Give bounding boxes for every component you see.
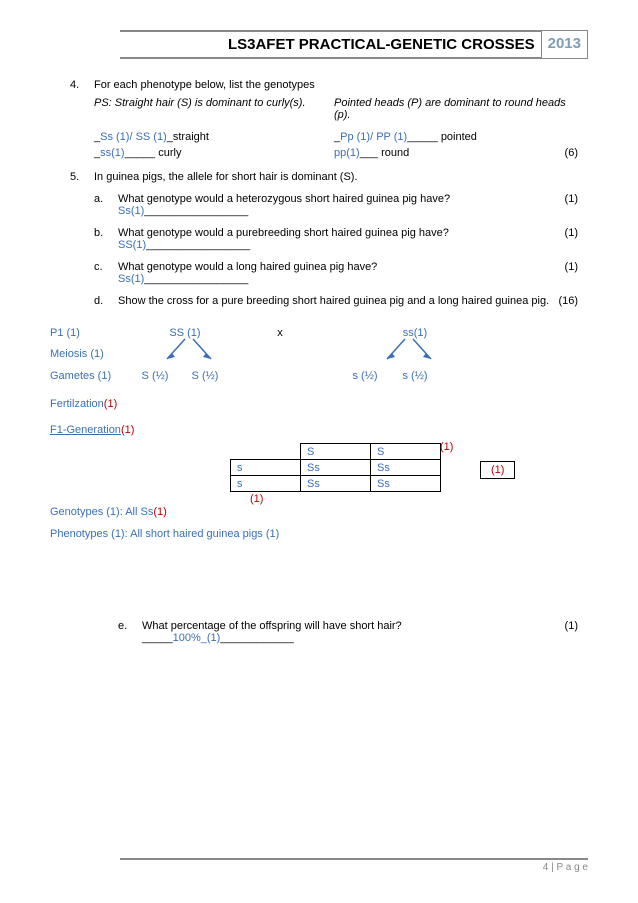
page-footer: 4 | P a g e <box>120 858 588 873</box>
p1-label: P1 (1) <box>50 327 150 339</box>
punnett-left-mark: (1) <box>250 493 263 505</box>
q5c: c. What genotype would a long haired gui… <box>94 261 578 285</box>
punnett-box-mark: (1) <box>480 461 515 479</box>
page-number: 4 | P a g e <box>543 862 588 873</box>
gamete-s2: s (½) <box>390 370 440 382</box>
header-year: 2013 <box>541 30 588 59</box>
question-4: 4. For each phenotype below, list the ge… <box>70 79 578 163</box>
q4-ans1-right: _Pp (1)/ PP (1)_____ pointed <box>334 131 578 143</box>
gamete-s1: s (½) <box>340 370 390 382</box>
punnett-top-mark: (1) <box>440 441 453 453</box>
q4-ps-left: PS: Straight hair (S) is dominant to cur… <box>94 97 334 121</box>
punnett-square: SS sSsSs sSsSs <box>230 443 441 492</box>
gamete-S2: S (½) <box>180 370 230 382</box>
q4-number: 4. <box>70 79 94 163</box>
q4-ans1-left: _Ss (1)/ SS (1)_straight <box>94 131 334 143</box>
content-area: 4. For each phenotype below, list the ge… <box>50 79 588 644</box>
header-title: LS3AFET PRACTICAL-GENETIC CROSSES <box>120 30 541 59</box>
genotypes-line: Genotypes (1): All Ss(1) <box>50 506 578 518</box>
arrows-left-icon <box>165 337 245 363</box>
q5a: a. What genotype would a heterozygous sh… <box>94 193 578 217</box>
q5b: b. What genotype would a purebreeding sh… <box>94 227 578 251</box>
gametes-label: Gametes (1) <box>50 370 130 382</box>
cross-diagram: P1 (1) SS (1) x ss(1) Meiosis (1) Gamete… <box>50 323 578 540</box>
phenotypes-line: Phenotypes (1): All short haired guinea … <box>50 528 578 540</box>
gamete-S1: S (½) <box>130 370 180 382</box>
q5d: d. Show the cross for a pure breeding sh… <box>94 295 578 307</box>
q5-number: 5. <box>70 171 94 317</box>
q4-prompt: For each phenotype below, list the genot… <box>94 79 578 91</box>
meiosis-label: Meiosis (1) <box>50 348 104 360</box>
question-5: 5. In guinea pigs, the allele for short … <box>70 171 578 317</box>
q4-ps-right: Pointed heads (P) are dominant to round … <box>334 97 578 121</box>
q4-ans2-left: _ss(1)_____ curly <box>94 147 334 159</box>
arrows-right-icon <box>385 337 465 363</box>
q5e: e. What percentage of the offspring will… <box>118 620 578 644</box>
q5-prompt: In guinea pigs, the allele for short hai… <box>94 171 578 183</box>
page-header: LS3AFET PRACTICAL-GENETIC CROSSES 2013 <box>120 30 588 59</box>
fertilization-label: Fertilzation <box>50 398 104 410</box>
q4-ans2-right: pp(1)___ round(6) <box>334 147 578 159</box>
f1-label: F1-Generation <box>50 424 121 436</box>
